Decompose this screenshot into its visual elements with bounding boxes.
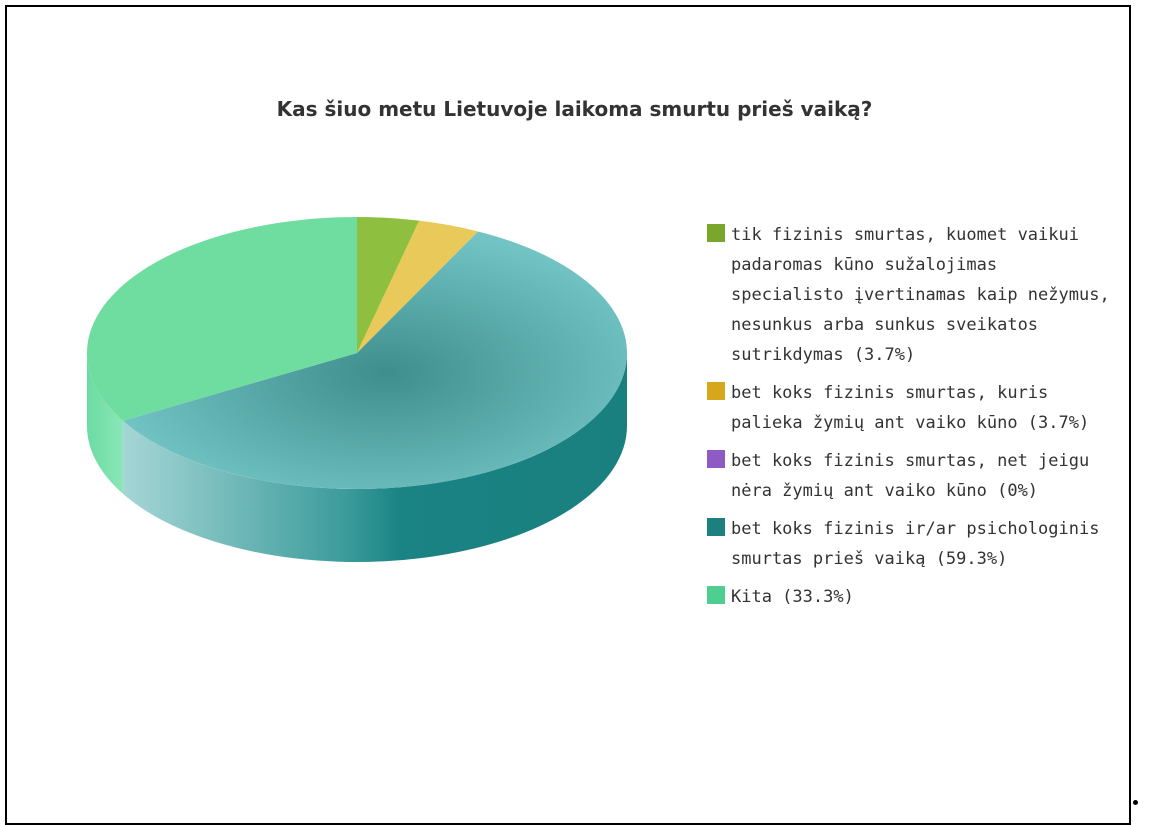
- legend-swatch: [707, 224, 725, 242]
- corner-dot: [1133, 800, 1138, 805]
- legend-label: bet koks fizinis smurtas, kuris palieka …: [731, 383, 1090, 433]
- pie-slice-3[interactable]: [122, 231, 628, 489]
- legend-item-3[interactable]: bet koks fizinis ir/ar psichologinis smu…: [707, 514, 1117, 574]
- legend-item-2[interactable]: bet koks fizinis smurtas, net jeigu nėra…: [707, 446, 1117, 506]
- pie-slice-side-3: [122, 353, 628, 562]
- chart-title: Kas šiuo metu Lietuvoje laikoma smurtu p…: [276, 97, 873, 121]
- legend-swatch: [707, 586, 725, 604]
- legend-swatch: [707, 450, 725, 468]
- pie-slice-4[interactable]: [86, 217, 358, 421]
- legend-item-0[interactable]: tik fizinis smurtas, kuomet vaikui padar…: [707, 220, 1117, 370]
- pie-slice-side-4: [87, 353, 123, 494]
- legend-label: bet koks fizinis ir/ar psichologinis smu…: [731, 519, 1100, 569]
- pie-slice-0[interactable]: [357, 217, 420, 353]
- legend-label: Kita (33.3%): [731, 587, 854, 607]
- legend-item-1[interactable]: bet koks fizinis smurtas, kuris palieka …: [707, 378, 1117, 438]
- legend-label: tik fizinis smurtas, kuomet vaikui padar…: [731, 225, 1110, 365]
- legend-swatch: [707, 518, 725, 536]
- pie-slice-1[interactable]: [357, 220, 479, 353]
- chart-legend: tik fizinis smurtas, kuomet vaikui padar…: [707, 220, 1117, 620]
- legend-label: bet koks fizinis smurtas, net jeigu nėra…: [731, 451, 1090, 501]
- legend-swatch: [707, 382, 725, 400]
- legend-item-4[interactable]: Kita (33.3%): [707, 582, 1117, 612]
